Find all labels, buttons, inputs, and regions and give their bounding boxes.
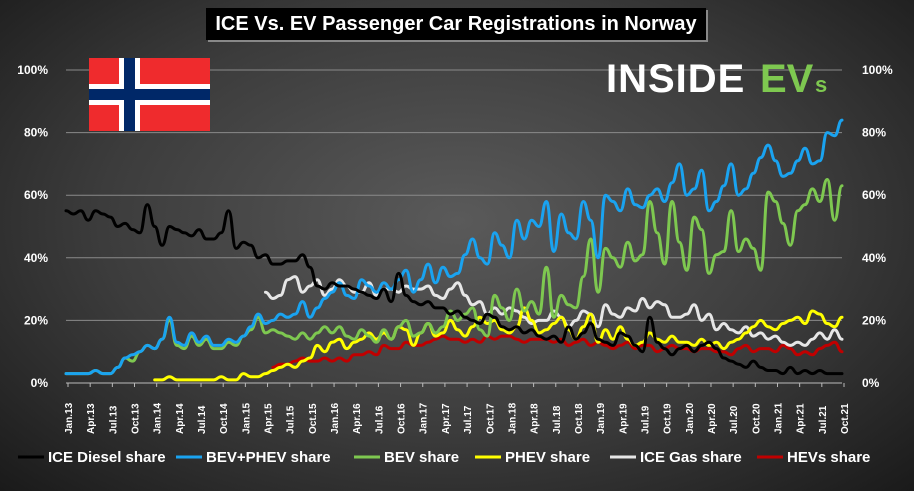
svg-text:EV: EV [760, 57, 814, 101]
y-tick-label: 80% [862, 126, 886, 140]
legend-item: PHEV share [475, 449, 590, 466]
x-tick-label: Apr.21 [796, 403, 807, 434]
x-tick-label: Oct.15 [308, 403, 319, 434]
y-tick-label: 60% [862, 188, 886, 202]
legend-label: ICE Gas share [640, 449, 742, 466]
x-tick-label: Apr.18 [530, 403, 541, 434]
legend-item: BEV share [354, 449, 459, 466]
x-tick-label: Jan.15 [241, 402, 252, 434]
x-tick-label: Jan.17 [419, 402, 430, 434]
x-tick-label: Apr.13 [86, 403, 97, 434]
x-tick-label: Oct.19 [663, 403, 674, 434]
x-tick-label: Apr.14 [175, 403, 186, 434]
x-tick-label: Apr.17 [441, 403, 452, 434]
y-tick-label: 0% [31, 376, 49, 390]
x-tick-label: Jan.19 [596, 402, 607, 434]
x-tick-label: Jan.13 [64, 402, 75, 434]
x-tick-label: Jul.21 [818, 405, 829, 434]
y-tick-label: 60% [24, 188, 48, 202]
x-tick-label: Jul.15 [286, 405, 297, 434]
series-line-bev-phev-share [64, 118, 844, 376]
svg-text:INSIDE: INSIDE [606, 57, 745, 101]
series-line-ice-diesel-share [64, 203, 844, 376]
svg-text:s: s [815, 72, 827, 97]
y-axis-right: 0% 20% 40% 60% 80% 100% [862, 63, 893, 390]
series-line-bev-share [64, 178, 844, 376]
x-tick-label: Oct.18 [574, 403, 585, 434]
x-tick-label: Apr.20 [707, 403, 718, 434]
x-tick-label: Jul.20 [729, 405, 740, 434]
legend-label: BEV share [384, 449, 459, 466]
x-tick-label: Oct.21 [840, 403, 851, 434]
x-tick-label: Oct.14 [219, 403, 230, 434]
x-tick-label: Jan.14 [153, 402, 164, 434]
x-tick-label: Apr.19 [618, 403, 629, 434]
legend: ICE Diesel share BEV+PHEV share BEV share P… [18, 449, 870, 466]
y-tick-label: 80% [24, 126, 48, 140]
chart-title: ICE Vs. EV Passenger Car Registrations i… [206, 8, 706, 40]
x-tick-label: Jul.17 [463, 405, 474, 434]
x-tick-label: Jan.20 [685, 402, 696, 434]
y-tick-label: 40% [862, 251, 886, 265]
x-tick-label: Oct.20 [751, 403, 762, 434]
x-tick-label: Jul.18 [552, 405, 563, 434]
legend-item: HEVs share [757, 449, 870, 466]
legend-label: PHEV share [505, 449, 590, 466]
y-tick-label: 20% [24, 313, 48, 327]
legend-label: BEV+PHEV share [206, 449, 331, 466]
x-tick-label: Oct.13 [131, 403, 142, 434]
x-tick-label: Apr.16 [352, 403, 363, 434]
x-tick-label: Jan.16 [330, 402, 341, 434]
x-tick-label: Apr.15 [264, 403, 275, 434]
y-tick-label: 40% [24, 251, 48, 265]
legend-item: ICE Diesel share [18, 449, 166, 466]
insideevs-logo: INSIDE EV s [606, 57, 827, 101]
series-lines [64, 118, 844, 382]
x-tick-label: Jul.13 [108, 405, 119, 434]
x-tick-label: Oct.16 [397, 403, 408, 434]
y-tick-label: 0% [862, 376, 880, 390]
legend-item: ICE Gas share [610, 449, 742, 466]
x-tick-label: Jan.18 [507, 402, 518, 434]
legend-item: BEV+PHEV share [176, 449, 331, 466]
x-tick-label: Jul.14 [197, 405, 208, 434]
y-axis-left: 0% 20% 40% 60% 80% 100% [17, 63, 48, 390]
y-tick-label: 100% [17, 63, 48, 77]
legend-label: ICE Diesel share [48, 449, 166, 466]
x-axis: Jan.13 Apr.13 Jul.13 Oct.13 Jan.14 Apr.14 Jul.… [64, 402, 851, 434]
norway-flag [89, 58, 210, 131]
x-tick-label: Oct.17 [485, 403, 496, 434]
legend-label: HEVs share [787, 449, 870, 466]
y-tick-label: 100% [862, 63, 893, 77]
y-tick-label: 20% [862, 313, 886, 327]
x-tick-label: Jul.19 [640, 405, 651, 434]
x-tick-label: Jul.16 [374, 405, 385, 434]
x-tick-label: Jan.21 [773, 402, 784, 434]
